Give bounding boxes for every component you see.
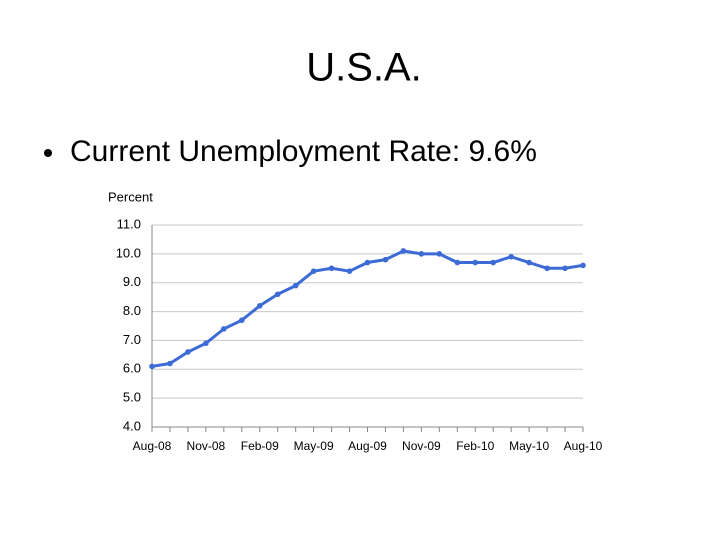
bullet-dot [44,149,52,157]
point [562,265,568,272]
point [346,268,353,274]
y-tick-label: 8.0 [123,303,141,318]
bullet-text: Current Unemployment Rate: 9.6% [70,135,537,168]
point [185,349,191,355]
x-tick-label: Feb-10 [456,439,494,453]
point [364,259,371,266]
y-tick-label: 9.0 [123,274,141,289]
point [292,282,299,289]
point [526,259,532,266]
point [544,265,550,272]
y-tick-label: 4.0 [123,418,141,433]
point [490,259,497,266]
point [238,317,245,324]
x-tick-label: Aug-10 [564,439,603,453]
point [221,326,227,332]
point [454,259,461,266]
point [328,265,335,272]
point [256,303,263,309]
x-tick-label: May-10 [509,439,549,453]
y-tick-label: 5.0 [123,390,141,405]
y-tick-label: 11.0 [117,216,141,231]
point [274,291,281,298]
y-tick-label: 10.0 [116,245,141,260]
point [203,340,209,347]
point [400,248,407,254]
point [418,251,425,257]
x-tick-label: Aug-08 [133,439,172,453]
point [167,360,173,367]
point [436,251,443,257]
point [382,256,389,263]
point [149,363,155,370]
point [310,268,317,274]
x-tick-label: Nov-08 [187,439,226,453]
point [472,259,479,266]
x-tick-label: May-09 [294,439,334,453]
x-tick-label: Feb-09 [241,439,279,453]
x-tick-label: Aug-09 [348,439,387,453]
y-tick-label: 6.0 [123,361,141,376]
x-tick-label: Nov-09 [402,439,441,453]
slide-title: U.S.A. [306,46,422,90]
point [508,253,514,260]
y-axis-label: Percent [108,189,153,204]
line [151,249,584,368]
y-tick-label: 7.0 [123,332,141,347]
point [580,262,586,269]
